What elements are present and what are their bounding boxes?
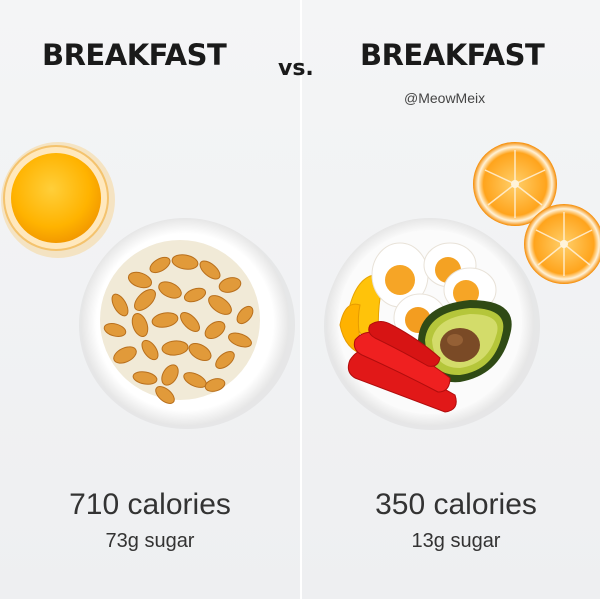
right-sugar: 13g sugar <box>411 530 501 552</box>
cereal-bowl <box>79 218 295 429</box>
orange-halves <box>473 142 600 284</box>
healthy-plate <box>324 218 540 430</box>
left-sugar: 73g sugar <box>105 530 195 552</box>
orange-juice-glass <box>1 142 115 258</box>
left-calories: 710 calories <box>69 488 231 521</box>
panel-divider <box>300 0 302 599</box>
avocado-half <box>418 300 512 383</box>
red-pepper-slices <box>347 321 457 413</box>
corn-flakes <box>103 254 254 404</box>
versus-label: vs. <box>278 56 314 81</box>
left-title: BREAKFAST <box>42 38 227 72</box>
author-handle: @MeowMeix <box>404 90 486 106</box>
right-title: BREAKFAST <box>360 38 545 72</box>
right-calories: 350 calories <box>375 488 537 521</box>
